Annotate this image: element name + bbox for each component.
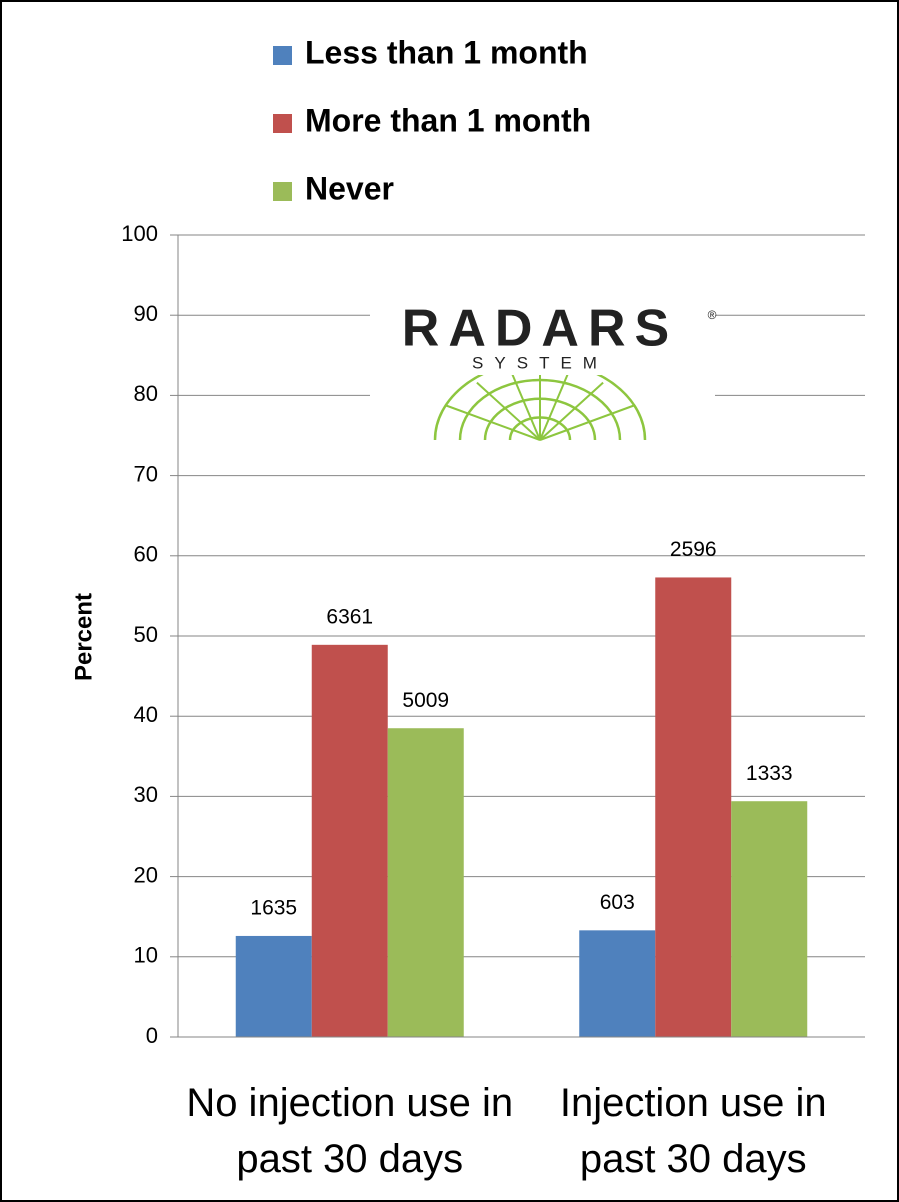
bar [579, 930, 656, 1037]
data-label: 603 [600, 891, 635, 914]
logo-ray [444, 404, 541, 441]
data-label: 1635 [250, 896, 297, 919]
y-tick-label: 30 [134, 782, 158, 807]
logo-mask [405, 355, 675, 375]
logo-ray [539, 371, 570, 441]
y-tick-label: 90 [134, 301, 158, 326]
data-label: 5009 [402, 689, 449, 712]
y-tick-label: 50 [134, 622, 158, 647]
y-axis-label: Percent [70, 593, 97, 681]
bar [387, 728, 464, 1037]
y-tick-label: 60 [134, 542, 158, 567]
y-tick-label: 20 [134, 862, 158, 887]
y-tick-label: 70 [134, 461, 158, 486]
data-label: 1333 [746, 762, 793, 785]
legend-swatch [273, 182, 292, 201]
logo-name: RADARS [402, 300, 678, 358]
logo-ray [539, 404, 636, 441]
data-label: 2596 [670, 538, 717, 561]
bar [235, 935, 312, 1037]
legend-label: Less than 1 month [305, 34, 588, 70]
legend-label: More than 1 month [305, 102, 591, 138]
logo-ray [539, 381, 604, 441]
legend-swatch [273, 114, 292, 133]
y-tick-label: 0 [146, 1023, 158, 1048]
bar [731, 801, 808, 1037]
logo-mark: ® [708, 308, 717, 322]
y-tick-label: 40 [134, 702, 158, 727]
y-tick-label: 100 [121, 221, 158, 246]
logo-ray [510, 371, 541, 441]
logo-ray [476, 381, 541, 441]
legend-swatch [273, 46, 292, 65]
y-tick-label: 10 [134, 943, 158, 968]
logo: RADARS ® SYSTEM [370, 300, 717, 441]
x-tick-label: Injection use in past 30 days [559, 1081, 827, 1181]
logo-sub: SYSTEM [472, 353, 608, 372]
bar [655, 577, 732, 1037]
bar [311, 644, 388, 1037]
y-tick-label: 80 [134, 381, 158, 406]
data-label: 6361 [326, 605, 373, 628]
x-tick-label: No injection use in past 30 days [186, 1081, 514, 1181]
legend-label: Never [305, 170, 394, 206]
